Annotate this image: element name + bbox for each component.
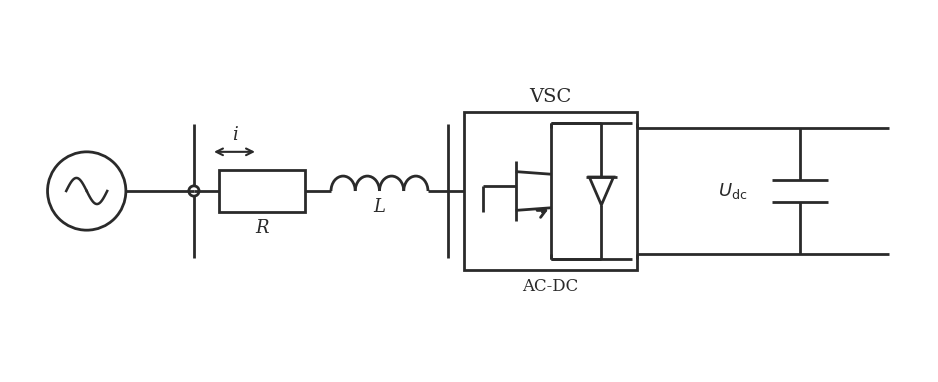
Bar <box>219 170 305 212</box>
Text: L: L <box>373 199 386 217</box>
Text: $U_{\rm dc}$: $U_{\rm dc}$ <box>719 181 748 201</box>
Text: AC-DC: AC-DC <box>522 278 579 295</box>
Bar <box>464 112 637 270</box>
Text: i: i <box>232 126 237 144</box>
Text: R: R <box>255 219 269 237</box>
Text: VSC: VSC <box>529 88 572 106</box>
